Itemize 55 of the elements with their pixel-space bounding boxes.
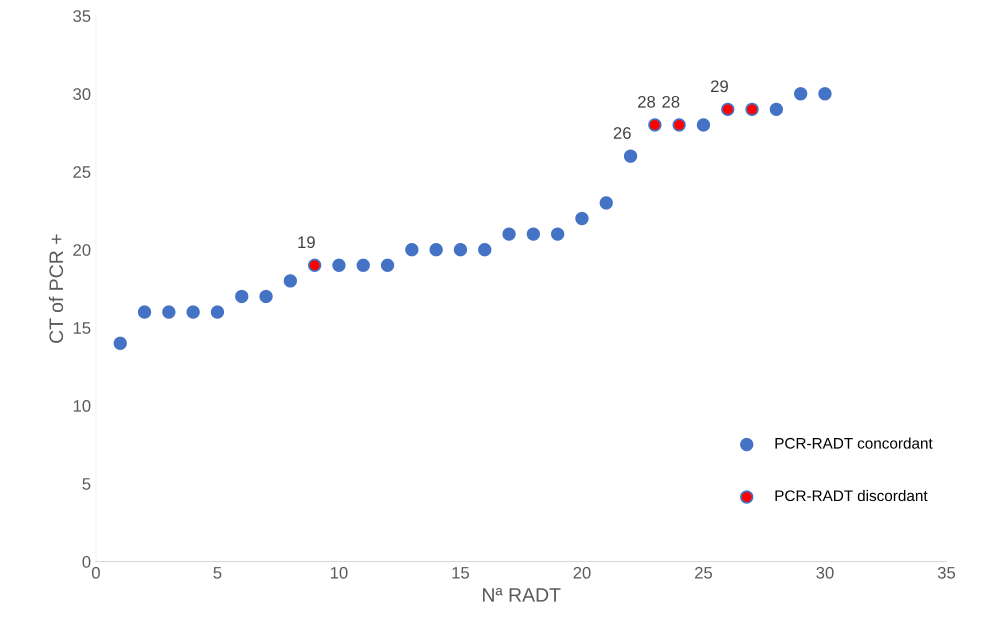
point <box>478 243 492 256</box>
point <box>380 258 394 272</box>
y-tick-label: 25 <box>73 166 90 178</box>
point <box>454 243 468 256</box>
point <box>696 118 710 132</box>
point <box>818 87 832 100</box>
point <box>624 149 638 163</box>
y-tick-label: 0 <box>82 556 90 568</box>
point <box>600 196 613 210</box>
x-tick-label: 10 <box>330 566 348 579</box>
point <box>405 243 418 256</box>
point <box>259 290 273 304</box>
point <box>210 305 224 319</box>
y-tick-label: 20 <box>73 244 90 256</box>
y-tick-label: 30 <box>73 88 90 100</box>
point <box>794 87 808 100</box>
data-label: 19 <box>298 236 315 248</box>
point <box>186 305 200 319</box>
point <box>235 290 248 304</box>
y-axis-title: CT of PCR + <box>48 234 64 343</box>
point <box>430 243 443 256</box>
point <box>332 258 346 272</box>
point <box>721 102 734 116</box>
x-tick-label: 35 <box>938 566 956 579</box>
data-label: 28 <box>662 96 680 108</box>
point <box>502 227 516 241</box>
y-tick-label: 35 <box>73 10 90 22</box>
data-label: 28 <box>638 96 656 108</box>
point <box>551 227 564 241</box>
y-tick-label: 10 <box>74 400 90 412</box>
point <box>745 102 759 116</box>
point <box>648 118 662 132</box>
legend-label: PCR-RADT discordant <box>775 490 928 502</box>
point <box>114 336 127 350</box>
y-tick-label: 15 <box>74 322 90 334</box>
y-tick-label: 5 <box>82 478 90 490</box>
point <box>575 212 589 226</box>
point <box>284 274 297 288</box>
point <box>526 227 540 241</box>
x-axis-title: Nª RADT <box>483 588 561 602</box>
point <box>138 305 152 319</box>
data-label: 26 <box>614 127 631 139</box>
x-tick-label: 30 <box>816 566 834 579</box>
legend-label: PCR-RADT concordant <box>775 437 933 449</box>
x-tick-label: 15 <box>452 567 470 579</box>
point <box>770 102 784 116</box>
data-label: 29 <box>711 80 728 92</box>
point <box>162 305 176 319</box>
x-tick-label: 0 <box>92 566 100 579</box>
x-tick-label: 20 <box>574 566 591 579</box>
x-tick-label: 25 <box>695 566 712 579</box>
point <box>672 118 686 132</box>
point <box>356 258 370 272</box>
point <box>308 258 322 272</box>
x-tick-label: 5 <box>213 567 222 579</box>
